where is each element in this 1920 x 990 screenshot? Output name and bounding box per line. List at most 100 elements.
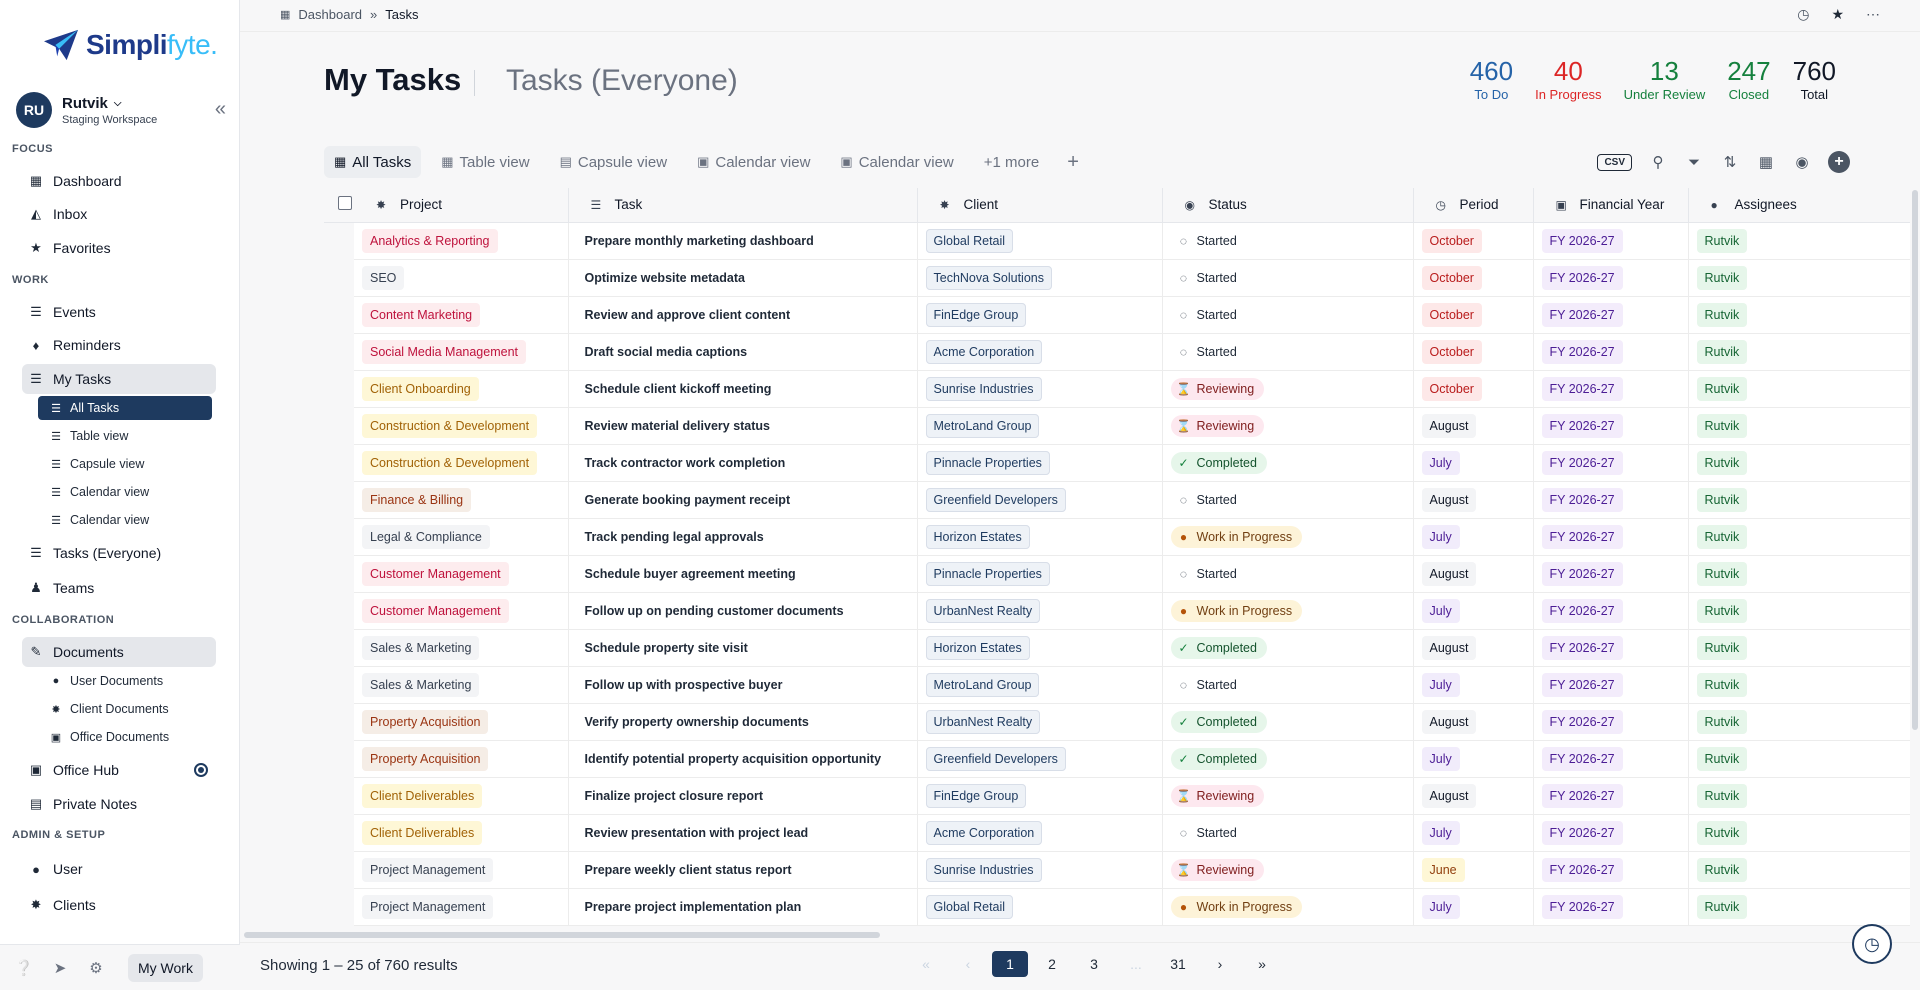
period-cell[interactable]: July (1413, 444, 1534, 482)
client-cell[interactable]: UrbanNest Realty (917, 592, 1163, 630)
client-cell[interactable]: MetroLand Group (917, 407, 1163, 445)
project-cell[interactable]: Content Marketing (354, 296, 569, 334)
settings-icon[interactable]: ⚙ (89, 959, 103, 977)
status-cell[interactable]: ✓ Completed (1162, 740, 1414, 778)
project-cell[interactable]: Property Acquisition (354, 740, 569, 778)
assignees-cell[interactable]: Rutvik (1688, 518, 1910, 556)
sidebar-item-tasks-everyone[interactable]: ☰ Tasks (Everyone) (22, 538, 216, 568)
project-cell[interactable]: Project Management (354, 888, 569, 926)
assignees-cell[interactable]: Rutvik (1688, 222, 1910, 260)
my-work-button[interactable]: My Work (128, 953, 203, 982)
project-cell[interactable]: Construction & Development (354, 444, 569, 482)
status-cell[interactable]: ◌ Started (1162, 555, 1414, 593)
period-cell[interactable]: July (1413, 740, 1534, 778)
stat-total[interactable]: 760 Total (1793, 58, 1836, 102)
table-row[interactable]: Sales & Marketing Follow up with prospect… (324, 666, 1910, 704)
status-cell[interactable]: ● Work in Progress (1162, 518, 1414, 556)
client-cell[interactable]: Pinnacle Properties (917, 444, 1163, 482)
status-cell[interactable]: ✓ Completed (1162, 703, 1414, 741)
financial-year-cell[interactable]: FY 2026-27 (1533, 555, 1689, 593)
table-row[interactable]: Finance & Billing Generate booking paymen… (324, 481, 1910, 519)
user-switcher[interactable]: RU Rutvik ⌵ Staging Workspace « (16, 90, 226, 130)
project-cell[interactable]: Client Onboarding (354, 370, 569, 408)
project-cell[interactable]: Construction & Development (354, 407, 569, 445)
period-cell[interactable]: July (1413, 666, 1534, 704)
table-row[interactable]: Client Deliverables Review presentation w… (324, 814, 1910, 852)
table-row[interactable]: Customer Management Follow up on pending … (324, 592, 1910, 630)
period-cell[interactable]: July (1413, 814, 1534, 852)
assignees-cell[interactable]: Rutvik (1688, 296, 1910, 334)
column-header-status[interactable]: ◉ Status (1162, 188, 1414, 223)
tab-all-tasks[interactable]: ▦ All Tasks (324, 146, 422, 178)
assignees-cell[interactable]: Rutvik (1688, 629, 1910, 667)
stat-under-review[interactable]: 13 Under Review (1624, 58, 1706, 102)
client-cell[interactable]: UrbanNest Realty (917, 703, 1163, 741)
table-row[interactable]: Social Media Management Draft social medi… (324, 333, 1910, 371)
sidebar-item-teams[interactable]: ♟ Teams (22, 573, 216, 603)
status-cell[interactable]: ◌ Started (1162, 259, 1414, 297)
task-cell[interactable]: Review material delivery status (568, 407, 918, 445)
tab-calendar-view-2[interactable]: ▣ Calendar view (840, 153, 954, 171)
period-cell[interactable]: August (1413, 481, 1534, 519)
financial-year-cell[interactable]: FY 2026-27 (1533, 296, 1689, 334)
column-header-period[interactable]: ◷ Period (1413, 188, 1534, 223)
sort-icon[interactable]: ⇅ (1723, 154, 1737, 171)
task-cell[interactable]: Follow up with prospective buyer (568, 666, 918, 704)
task-cell[interactable]: Schedule buyer agreement meeting (568, 555, 918, 593)
project-cell[interactable]: Customer Management (354, 555, 569, 593)
assignees-cell[interactable]: Rutvik (1688, 777, 1910, 815)
table-row[interactable]: Project Management Prepare project implem… (324, 888, 1910, 926)
client-cell[interactable]: MetroLand Group (917, 666, 1163, 704)
project-cell[interactable]: Finance & Billing (354, 481, 569, 519)
financial-year-cell[interactable]: FY 2026-27 (1533, 666, 1689, 704)
period-cell[interactable]: August (1413, 703, 1534, 741)
period-cell[interactable]: July (1413, 518, 1534, 556)
status-cell[interactable]: ⌛ Reviewing (1162, 407, 1414, 445)
assignees-cell[interactable]: Rutvik (1688, 259, 1910, 297)
status-cell[interactable]: ◌ Started (1162, 333, 1414, 371)
last-page-button[interactable]: » (1258, 956, 1266, 972)
period-cell[interactable]: August (1413, 629, 1534, 667)
task-cell[interactable]: Draft social media captions (568, 333, 918, 371)
project-cell[interactable]: Sales & Marketing (354, 666, 569, 704)
client-cell[interactable]: Horizon Estates (917, 629, 1163, 667)
stat-to-do[interactable]: 460 To Do (1470, 58, 1513, 102)
task-cell[interactable]: Track pending legal approvals (568, 518, 918, 556)
task-cell[interactable]: Follow up on pending customer documents (568, 592, 918, 630)
financial-year-cell[interactable]: FY 2026-27 (1533, 592, 1689, 630)
user-name[interactable]: Rutvik ⌵ (62, 94, 122, 112)
assignees-cell[interactable]: Rutvik (1688, 666, 1910, 704)
plane-icon[interactable]: ➤ (53, 959, 67, 977)
task-cell[interactable]: Optimize website metadata (568, 259, 918, 297)
status-cell[interactable]: ◌ Started (1162, 814, 1414, 852)
period-cell[interactable]: October (1413, 259, 1534, 297)
project-cell[interactable]: Legal & Compliance (354, 518, 569, 556)
status-cell[interactable]: ◌ Started (1162, 481, 1414, 519)
project-cell[interactable]: Analytics & Reporting (354, 222, 569, 260)
status-cell[interactable]: ● Work in Progress (1162, 888, 1414, 926)
column-header-project[interactable]: ✸ Project (354, 188, 569, 223)
column-header-assignees[interactable]: ● Assignees (1688, 188, 1910, 223)
task-cell[interactable]: Schedule property site visit (568, 629, 918, 667)
tab-more[interactable]: +1 more (983, 153, 1040, 171)
search-icon[interactable]: ⚲ (1652, 154, 1664, 171)
client-cell[interactable]: Global Retail (917, 222, 1163, 260)
client-cell[interactable]: Acme Corporation (917, 814, 1163, 852)
table-row[interactable]: Sales & Marketing Schedule property site … (324, 629, 1910, 667)
financial-year-cell[interactable]: FY 2026-27 (1533, 407, 1689, 445)
status-cell[interactable]: ⌛ Reviewing (1162, 851, 1414, 889)
add-task-icon[interactable]: + (1828, 151, 1850, 173)
sidebar-subitem-table-view[interactable]: ☰ Table view (51, 429, 129, 443)
sidebar-item-favorites[interactable]: ★ Favorites (22, 233, 216, 263)
client-cell[interactable]: FinEdge Group (917, 296, 1163, 334)
assignees-cell[interactable]: Rutvik (1688, 407, 1910, 445)
filter-icon[interactable]: ⏷ (1687, 153, 1700, 171)
page-31[interactable]: 31 (1170, 956, 1186, 972)
period-cell[interactable]: October (1413, 296, 1534, 334)
financial-year-cell[interactable]: FY 2026-27 (1533, 444, 1689, 482)
assignees-cell[interactable]: Rutvik (1688, 555, 1910, 593)
period-cell[interactable]: October (1413, 370, 1534, 408)
star-icon[interactable]: ★ (1831, 6, 1844, 22)
horizontal-scrollbar-thumb[interactable] (244, 932, 880, 938)
period-cell[interactable]: October (1413, 333, 1534, 371)
